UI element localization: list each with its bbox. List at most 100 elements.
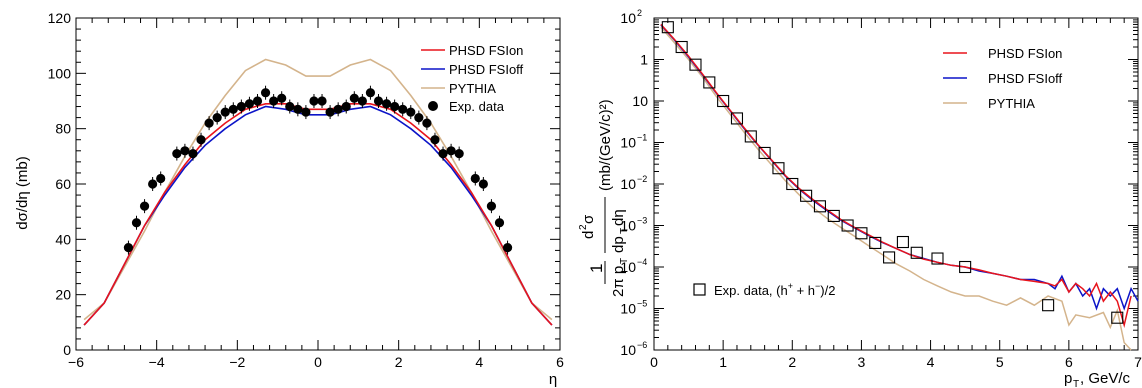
right-y-label-pt-sub: T [619, 258, 630, 264]
left-exp-point [349, 93, 359, 103]
left-exp-point [341, 101, 351, 112]
left-y-tick-label: 60 [55, 176, 71, 192]
left-exp-point [325, 107, 335, 117]
left-x-axis-label: η [549, 371, 557, 388]
right-exp-point [758, 146, 771, 160]
right-exp-legend-marker [693, 283, 706, 296]
right-plot-frame [653, 17, 1139, 351]
right-x-tick-label: 0 [650, 354, 658, 370]
right-y-label-2pi: 2π p [610, 266, 627, 297]
right-exp-point [910, 246, 923, 259]
left-exp-point [486, 201, 497, 211]
right-legend-label-fsoff: PHSD FSIoff [988, 71, 1063, 86]
left-exp-point [430, 135, 440, 145]
left-exp-point [390, 101, 400, 112]
left-exp-point [301, 107, 311, 117]
left-exp-point [398, 104, 408, 114]
left-exp-point [277, 93, 287, 103]
left-line-phsd-fsion [83, 103, 553, 326]
left-exp-point [293, 104, 303, 114]
right-x-tick-label: 1 [719, 354, 727, 370]
left-x-tick-label: 4 [475, 354, 483, 370]
left-legend-label-fsoff: PHSD FSIoff [449, 62, 524, 77]
right-exp-point [730, 112, 744, 125]
right-y-label-fraction-1: 1 [587, 264, 606, 273]
left-y-tick-label: 0 [63, 342, 71, 358]
left-y-tick-label: 100 [48, 65, 72, 81]
right-y-tick-label: 10 [620, 259, 636, 275]
right-y-label-d2sigma: d [580, 231, 597, 239]
right-y-tick-exponent: −2 [637, 174, 647, 184]
left-legend-marker-exp [428, 101, 438, 111]
left-exp-point [148, 179, 158, 189]
left-exp-point [212, 113, 222, 123]
left-exp-point [228, 104, 238, 114]
left-exp-point [309, 96, 319, 106]
left-exp-point [373, 96, 384, 106]
left-exp-point [381, 99, 392, 109]
left-exp-point [123, 243, 134, 253]
left-exp-point [333, 104, 343, 114]
right-exp-point [786, 177, 799, 191]
right-exp-legend-part2: + h [793, 283, 815, 298]
left-exp-point [269, 96, 279, 106]
right-x-label-sub: T [1073, 379, 1079, 388]
right-y-label-dpt-sub: T [619, 228, 630, 234]
right-exp-point [1111, 311, 1124, 324]
right-y-axis-label: 1 2π p T d 2 σ dp T dη (mb/(GeV/c)²) [578, 99, 630, 297]
right-y-tick-label: 10 [620, 218, 636, 234]
right-line-phsd-fsion [660, 23, 1132, 328]
right-x-label-p: p [1064, 370, 1072, 387]
left-exp-point [422, 118, 432, 128]
left-exp-point [502, 243, 513, 253]
left-legend-label-pythia: PYTHIA [449, 81, 496, 96]
right-exp-point [827, 209, 840, 222]
right-exp-point [717, 94, 730, 108]
right-x-tick-label: 7 [1134, 354, 1142, 370]
left-exp-point [406, 107, 416, 117]
right-exp-point [744, 130, 757, 143]
left-exp-point [204, 118, 214, 128]
left-x-tick-label: −2 [229, 354, 245, 370]
left-exp-point [188, 148, 198, 159]
right-y-tick-exponent: −1 [637, 133, 647, 143]
left-exp-point [252, 96, 263, 106]
right-exp-point [855, 227, 868, 240]
right-x-tick-label: 2 [788, 354, 796, 370]
right-x-label-suffix: , GeV/c [1080, 370, 1131, 387]
right-legend-label-pythia: PYTHIA [988, 96, 1035, 111]
left-exp-point [260, 88, 271, 98]
right-y-tick-label: 10 [632, 93, 648, 109]
left-series-lines [83, 58, 553, 326]
left-exp-point [139, 201, 150, 211]
left-x-tick-label: 6 [556, 354, 564, 370]
right-exp-point [869, 236, 882, 249]
right-exp-point [959, 260, 972, 274]
left-legend: PHSD FSIon PHSD FSIoff PYTHIA Exp. data [421, 43, 524, 114]
right-x-tick-label: 5 [996, 354, 1004, 370]
left-exp-point [285, 101, 295, 112]
left-line-phsd-fsioff [83, 105, 553, 326]
left-y-tick-label: 120 [48, 10, 72, 26]
right-x-tick-label: 4 [927, 354, 935, 370]
left-exp-point [438, 148, 448, 159]
left-legend-label-exp: Exp. data [449, 99, 505, 114]
left-y-axis-label: dσ/dη (mb) [14, 156, 31, 229]
left-exp-point [470, 173, 480, 184]
left-exp-point [446, 146, 456, 156]
right-exp-point [772, 162, 785, 175]
right-y-label-d2sup: 2 [578, 224, 589, 230]
left-x-tick-label: 0 [314, 354, 322, 370]
right-exp-point [883, 251, 896, 264]
right-y-tick-exponent: −4 [637, 257, 647, 267]
left-exp-point [317, 96, 327, 106]
left-exp-point [131, 218, 142, 228]
right-exp-points [661, 21, 1124, 324]
right-y-tick-label: 10 [620, 342, 636, 358]
right-y-tick-label: 10 [620, 301, 636, 317]
